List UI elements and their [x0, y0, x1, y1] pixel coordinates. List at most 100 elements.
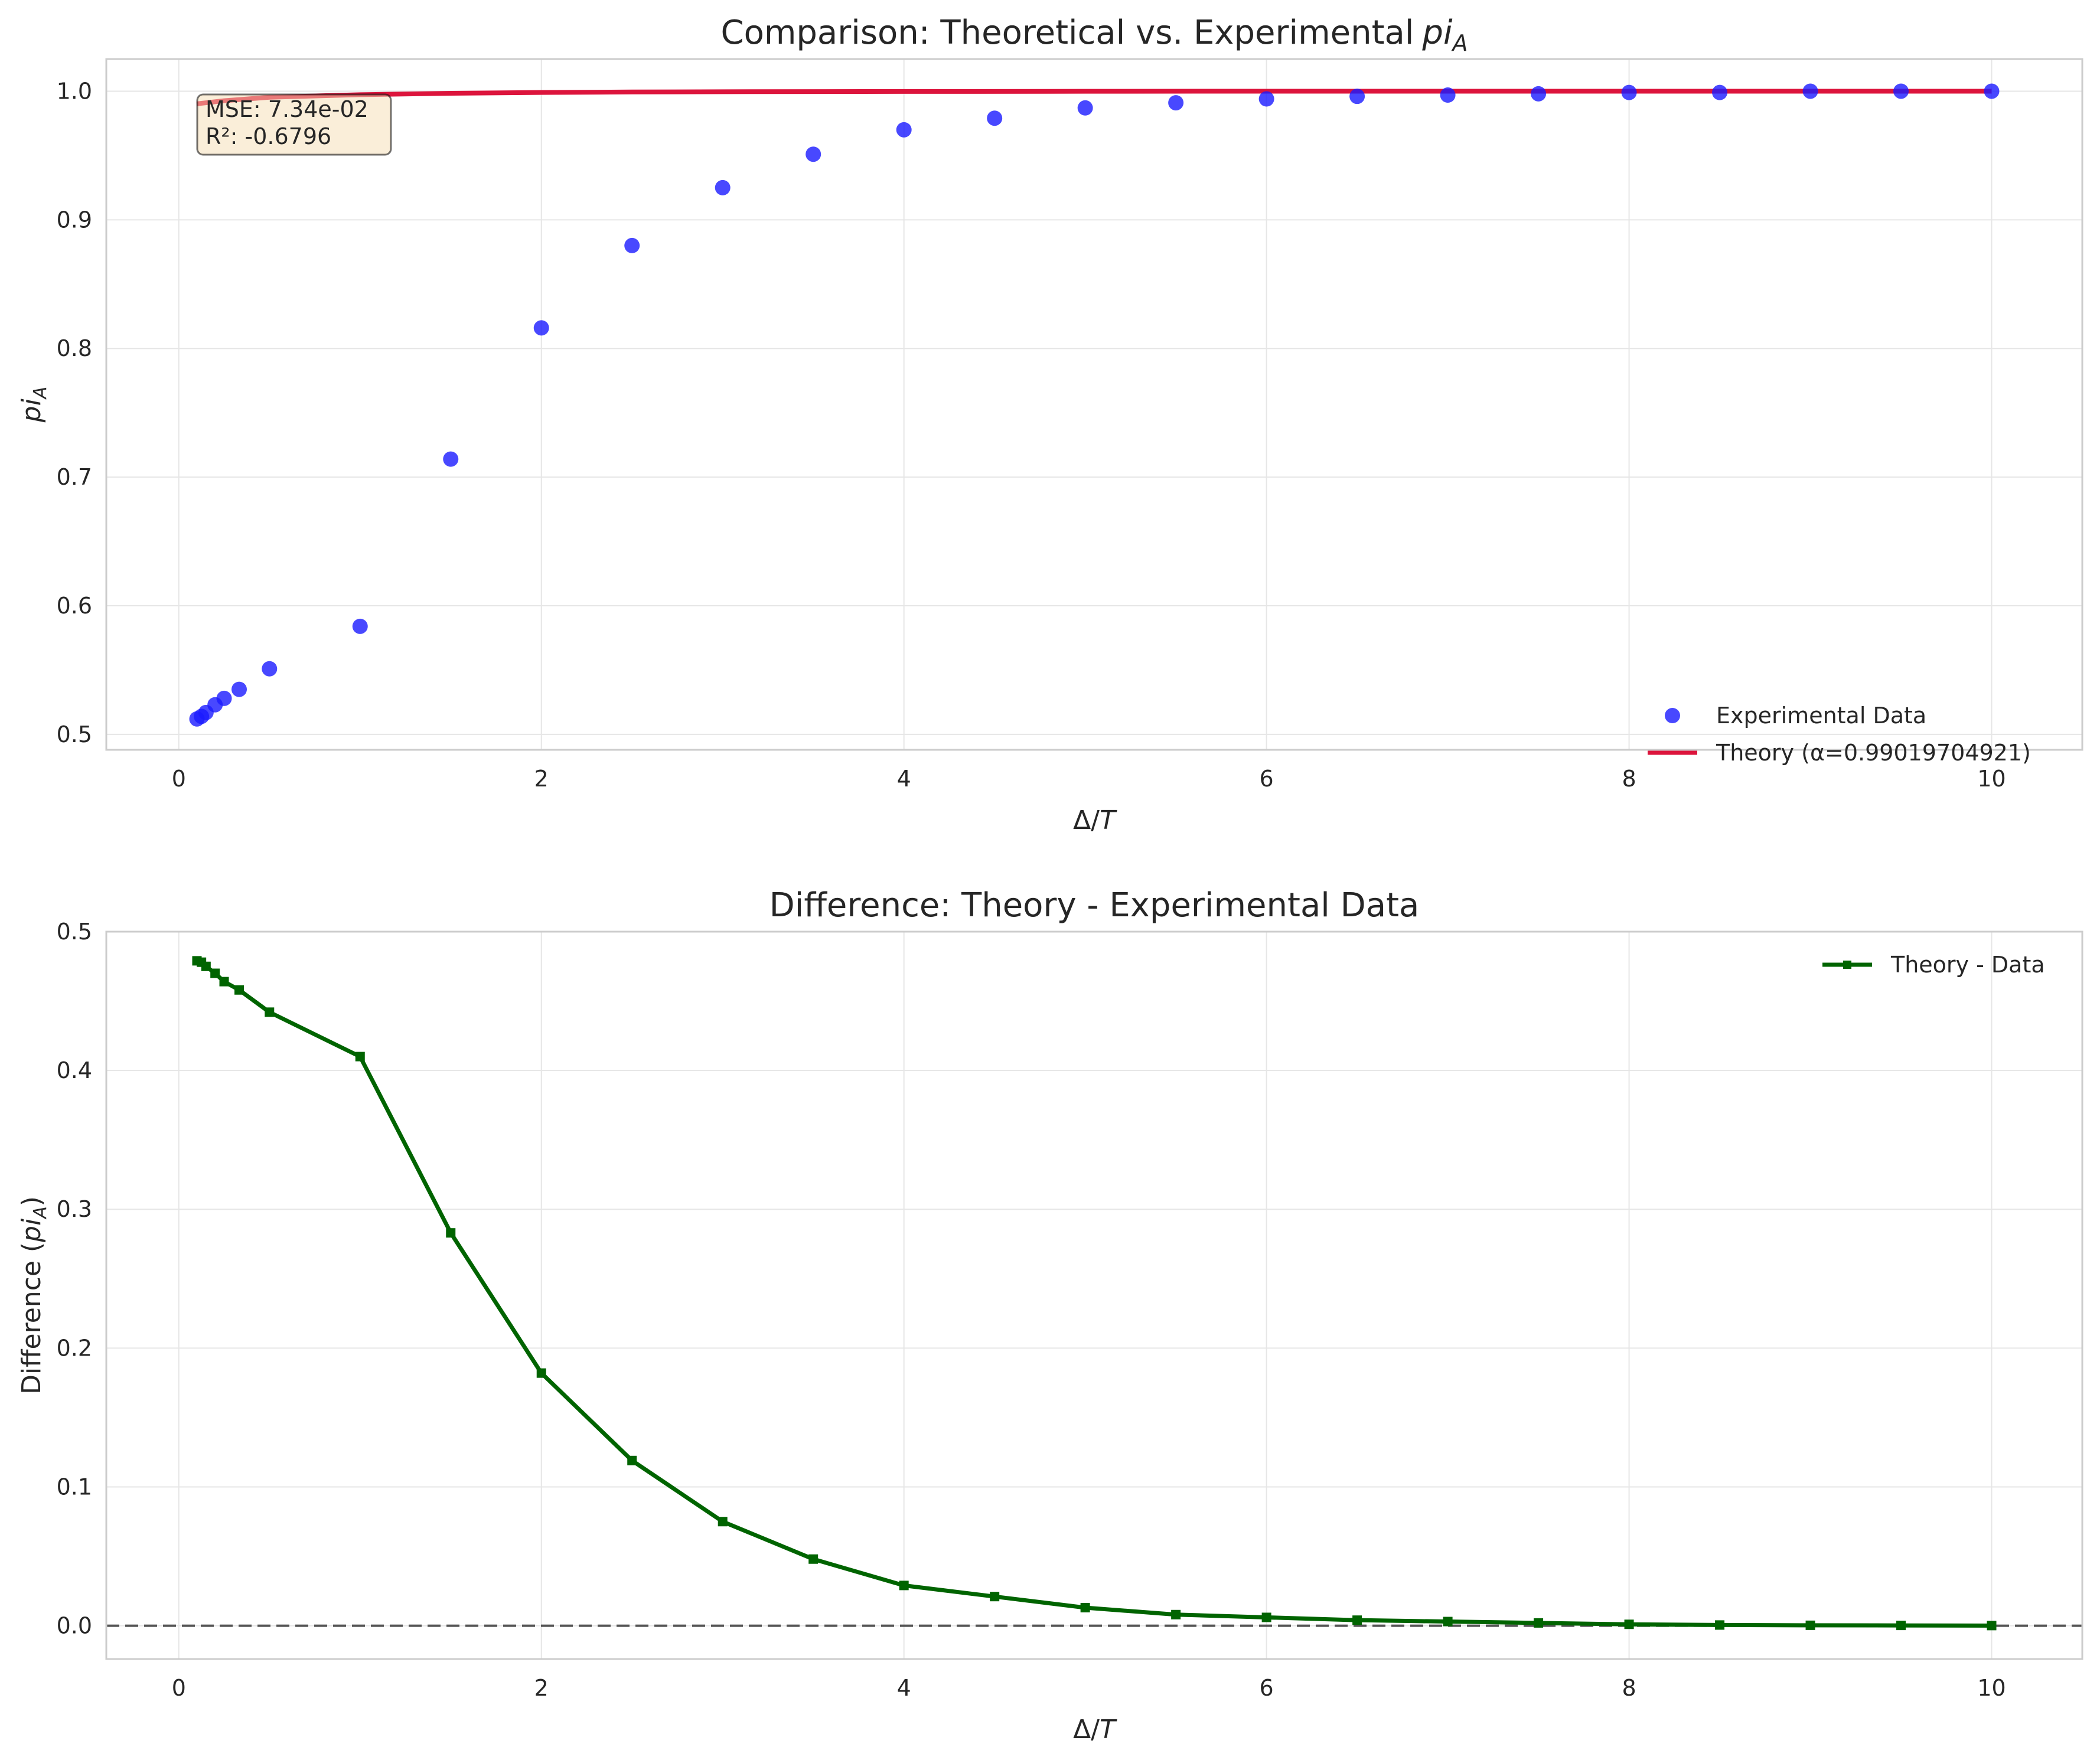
- bottom-chart-title: Difference: Theory - Experimental Data: [769, 886, 1420, 925]
- top-x-tick-label: 10: [1977, 766, 2006, 792]
- bot-x-tick-label: 2: [534, 1675, 549, 1701]
- bottom-y-axis-label-prefix: Difference (: [17, 1242, 47, 1395]
- stats-mse: MSE: 7.34e-02: [206, 96, 369, 122]
- bottom-y-axis-label-sub: A: [30, 1206, 51, 1220]
- difference-point: [265, 1007, 275, 1017]
- difference-point: [219, 977, 229, 987]
- difference-point: [899, 1581, 909, 1591]
- difference-point: [1624, 1619, 1634, 1630]
- experimental-point: [1258, 91, 1274, 107]
- difference-point: [1534, 1618, 1544, 1628]
- top-chart-title-math: pi: [1421, 14, 1453, 52]
- difference-point: [210, 968, 220, 978]
- experimental-point: [216, 690, 232, 706]
- bot-y-tick-label: 0.5: [57, 919, 92, 945]
- bot-y-tick-label: 0.1: [57, 1474, 92, 1500]
- experimental-point: [352, 618, 368, 634]
- difference-point: [355, 1052, 365, 1062]
- top-ticks: 0 2 4 6 8 10 0.5 0.6 0.7 0.8 0.9 1.0: [57, 78, 2006, 792]
- bottom-y-axis-label-suffix: ): [17, 1196, 47, 1206]
- difference-point: [1261, 1612, 1271, 1622]
- bottom-legend: Theory - Data: [1822, 952, 2045, 978]
- difference-point: [1896, 1621, 1906, 1631]
- legend-marker-difference-square: [1843, 961, 1851, 969]
- experimental-point: [262, 661, 278, 677]
- legend-marker-experimental: [1665, 708, 1680, 723]
- top-y-tick-label: 0.7: [57, 464, 92, 490]
- experimental-point: [443, 451, 459, 467]
- bot-x-tick-label: 6: [1260, 1675, 1274, 1701]
- experimental-point: [1712, 84, 1728, 100]
- bot-x-tick-label: 4: [897, 1675, 911, 1701]
- difference-point: [1987, 1621, 1997, 1631]
- difference-point: [1352, 1615, 1362, 1625]
- experimental-point: [987, 110, 1003, 126]
- difference-point: [1443, 1617, 1453, 1627]
- experimental-point: [1168, 95, 1184, 111]
- bottom-y-axis-label: Difference (piA): [17, 1196, 51, 1395]
- legend-label-theory: Theory (α=0.99019704921): [1716, 740, 2031, 766]
- bot-y-tick-label: 0.2: [57, 1335, 92, 1361]
- bottom-y-axis-label-math: pi: [17, 1218, 47, 1243]
- experimental-point: [1077, 100, 1093, 116]
- difference-point: [718, 1517, 728, 1527]
- legend-label-experimental: Experimental Data: [1716, 703, 1926, 729]
- experimental-point: [1621, 84, 1637, 100]
- experimental-point: [1984, 83, 2000, 99]
- experimental-point: [896, 122, 912, 138]
- top-legend: Experimental Data Theory (α=0.9901970492…: [1648, 703, 2031, 766]
- bot-x-tick-label: 0: [172, 1675, 186, 1701]
- top-y-tick-label: 0.5: [57, 721, 92, 747]
- difference-point: [201, 961, 211, 971]
- top-chart-title-text: Comparison: Theoretical vs. Experimental: [720, 14, 1414, 52]
- experimental-point: [1349, 89, 1365, 105]
- bot-y-tick-label: 0.3: [57, 1196, 92, 1222]
- bottom-series: [192, 956, 1997, 1631]
- stats-box-background: [196, 93, 392, 156]
- difference-point: [627, 1455, 637, 1465]
- difference-panel: 0 2 4 6 8 10 0.0 0.1 0.2 0.3 0.4 0.5 Difference: Th…: [17, 886, 2083, 1745]
- top-y-tick-label: 0.6: [57, 593, 92, 619]
- top-x-axis-label-math: T: [1100, 805, 1117, 835]
- stats-r2: R²: -0.6796: [206, 123, 331, 149]
- experimental-point: [624, 237, 640, 253]
- difference-point: [1805, 1620, 1815, 1630]
- bottom-x-axis-label-math: T: [1100, 1715, 1117, 1745]
- top-x-axis-label: Δ/T: [1073, 805, 1117, 835]
- difference-point: [990, 1592, 1000, 1602]
- experimental-point: [1802, 83, 1818, 99]
- bot-y-tick-label: 0.4: [57, 1057, 92, 1083]
- top-y-axis-label: piA: [17, 387, 51, 423]
- top-y-tick-label: 0.9: [57, 207, 92, 233]
- legend-label-difference: Theory - Data: [1890, 952, 2045, 978]
- difference-point: [1171, 1609, 1181, 1619]
- top-x-tick-label: 2: [534, 766, 549, 792]
- top-y-tick-label: 1.0: [57, 78, 92, 104]
- difference-point: [1715, 1620, 1725, 1630]
- top-y-axis-label-math: pi: [17, 398, 47, 423]
- bot-x-tick-label: 8: [1622, 1675, 1636, 1701]
- top-x-axis-label-base: Δ/: [1073, 805, 1100, 835]
- top-x-tick-label: 6: [1260, 766, 1274, 792]
- bottom-x-axis-label-base: Δ/: [1073, 1715, 1100, 1745]
- experimental-point: [715, 179, 731, 195]
- top-chart-title-sub: A: [1451, 30, 1468, 56]
- top-chart-title: Comparison: Theoretical vs. Experimental…: [720, 14, 1468, 56]
- top-x-tick-label: 4: [897, 766, 911, 792]
- comparison-panel: 0 2 4 6 8 10 0.5 0.6 0.7 0.8 0.9 1.0 Comparison: Th…: [17, 14, 2083, 835]
- experimental-point: [1893, 83, 1909, 99]
- difference-point: [234, 985, 244, 995]
- experimental-point: [1440, 87, 1456, 103]
- bottom-ticks: 0 2 4 6 8 10 0.0 0.1 0.2 0.3 0.4 0.5: [57, 919, 2006, 1701]
- experimental-point: [533, 320, 549, 336]
- bot-x-tick-label: 10: [1977, 1675, 2006, 1701]
- bottom-axes-frame: [105, 930, 2083, 1660]
- top-x-tick-label: 8: [1622, 766, 1636, 792]
- top-axes-frame: [105, 58, 2083, 751]
- stats-box: MSE: 7.34e-02 R²: -0.6796: [196, 93, 392, 156]
- difference-point: [1080, 1603, 1090, 1613]
- experimental-point: [1531, 86, 1547, 102]
- difference-point: [808, 1554, 819, 1564]
- top-x-tick-label: 0: [172, 766, 186, 792]
- top-y-axis-label-sub: A: [30, 387, 51, 400]
